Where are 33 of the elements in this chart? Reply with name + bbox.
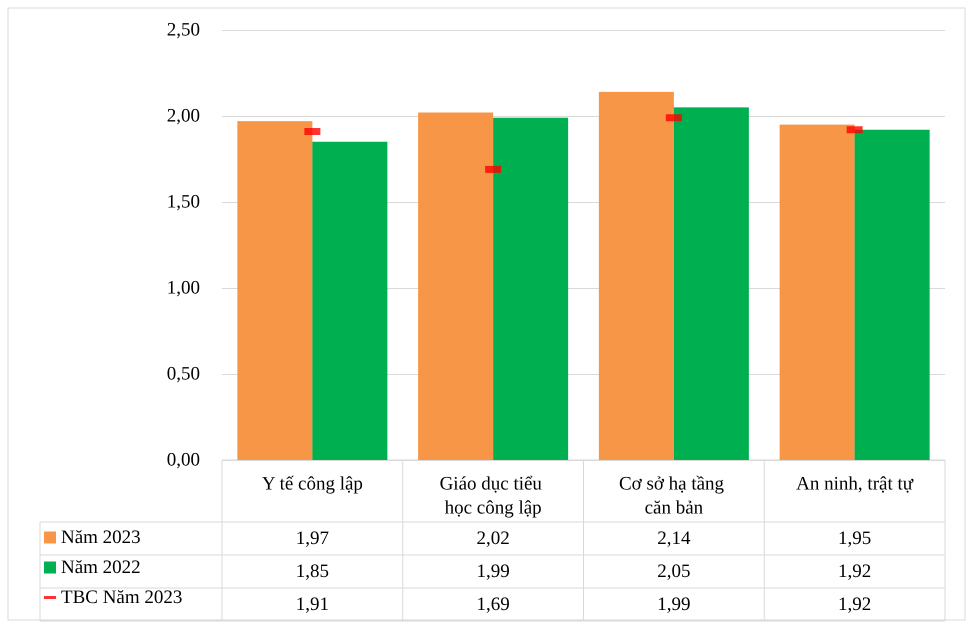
bar [237,121,312,460]
y-tick-label: 0,00 [166,450,200,470]
y-tick-label: 1,00 [166,278,200,298]
x-tick-label: Cơ sở hạ tầng căn bản [618,474,729,518]
data-label: 1,99 [476,561,510,582]
data-label: 2,02 [476,528,510,549]
data-label: 1,95 [838,528,872,549]
bar [854,130,930,460]
legend-label: TBC Năm 2023 [61,587,182,608]
bar [598,92,674,460]
data-label: 1,97 [296,528,329,549]
data-label: 1,91 [296,594,329,615]
data-label: 1,85 [296,561,329,582]
x-tick-label: An ninh, trật tự [796,474,914,494]
data-label: 1,92 [838,561,872,582]
data-label: 2,14 [657,528,691,549]
legend-label: Năm 2023 [61,527,141,548]
y-tick-label: 2,50 [166,20,200,40]
x-tick-label: Giáo dục tiểu học công lập [440,474,547,518]
legend-label: Năm 2022 [61,557,141,578]
y-tick-label: 1,50 [166,192,200,212]
bar [493,118,568,460]
data-label: 1,69 [476,594,510,615]
y-tick-label: 2,00 [166,106,200,126]
data-label: 1,99 [657,594,690,615]
x-tick-label: Y tế công lập [262,474,363,494]
data-label: 1,92 [838,594,872,615]
bar [418,112,494,460]
bar [780,124,855,460]
data-label: 2,05 [657,561,690,582]
bar [674,107,749,460]
y-tick-label: 0,50 [166,364,200,384]
bar [312,142,388,460]
